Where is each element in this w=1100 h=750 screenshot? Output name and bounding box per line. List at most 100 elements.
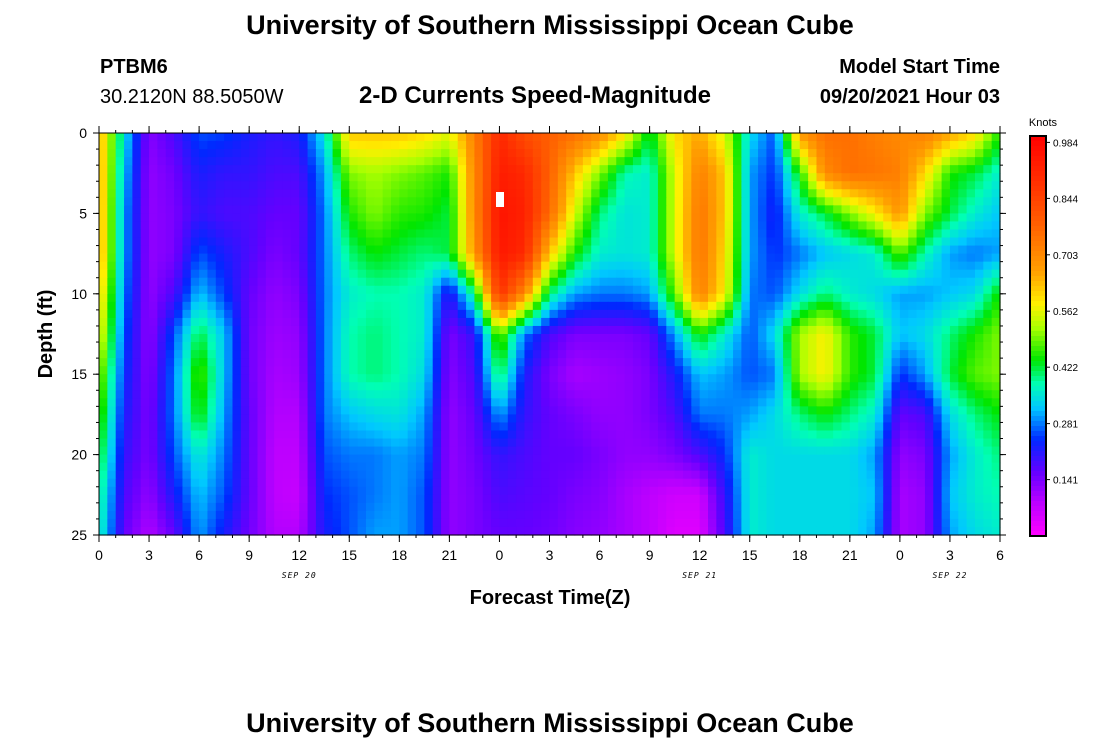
heatmap-cell <box>257 454 267 464</box>
heatmap-cell <box>290 133 300 142</box>
heatmap-cell <box>991 197 1001 206</box>
heatmap-cell <box>599 438 609 448</box>
heatmap-cell <box>507 446 517 456</box>
heatmap-cell <box>607 165 617 174</box>
heatmap-cell <box>991 221 1001 231</box>
heatmap-cell <box>674 165 684 174</box>
heatmap-cell <box>557 277 567 287</box>
heatmap-cell <box>332 470 342 480</box>
heatmap-cell <box>607 342 617 351</box>
heatmap-cell <box>315 253 325 263</box>
heatmap-cell <box>983 229 993 239</box>
heatmap-cell <box>724 350 734 359</box>
heatmap-cell <box>324 245 334 255</box>
heatmap-cell <box>741 221 751 231</box>
heatmap-cell <box>632 454 642 464</box>
heatmap-cell <box>766 350 776 359</box>
heatmap-cell <box>357 414 367 424</box>
heatmap-cell <box>124 301 133 311</box>
heatmap-cell <box>958 189 968 198</box>
heatmap-cell <box>115 133 125 142</box>
heatmap-cell <box>808 390 818 399</box>
heatmap-cell <box>758 261 767 271</box>
heatmap-cell <box>224 438 234 448</box>
heatmap-cell <box>808 478 818 488</box>
heatmap-cell <box>340 293 350 303</box>
heatmap-cell <box>824 197 834 206</box>
heatmap-cell <box>866 374 876 383</box>
heatmap-cell <box>791 366 801 375</box>
heatmap-cell <box>733 342 742 351</box>
heatmap-cell <box>174 269 184 279</box>
heatmap-cell <box>924 285 934 295</box>
heatmap-cell <box>624 462 634 472</box>
heatmap-cell <box>699 478 709 488</box>
heatmap-cell <box>708 478 717 488</box>
heatmap-cell <box>265 374 275 383</box>
heatmap-cell <box>599 342 609 351</box>
heatmap-cell <box>741 261 751 271</box>
heatmap-cell <box>641 374 651 383</box>
heatmap-cell <box>682 366 692 375</box>
heatmap-cell <box>874 470 884 480</box>
heatmap-cell <box>783 269 793 279</box>
heatmap-cell <box>716 454 726 464</box>
heatmap-cell <box>949 213 959 223</box>
heatmap-cell <box>424 277 434 287</box>
heatmap-cell <box>799 462 809 472</box>
heatmap-cell <box>699 325 709 335</box>
heatmap-cell <box>716 133 726 142</box>
heatmap-cell <box>816 430 826 440</box>
heatmap-cell <box>482 181 492 190</box>
heatmap-cell <box>682 382 692 391</box>
heatmap-cell <box>557 285 567 295</box>
heatmap-cell <box>958 390 968 399</box>
heatmap-cell <box>115 350 125 359</box>
heatmap-cell <box>466 342 476 351</box>
heatmap-cell <box>808 309 818 319</box>
heatmap-cell <box>708 342 717 351</box>
heatmap-cell <box>382 269 392 279</box>
heatmap-cell <box>482 430 492 440</box>
heatmap-cell <box>557 446 567 456</box>
heatmap-cell <box>983 350 993 359</box>
heatmap-cell <box>190 366 200 375</box>
heatmap-cell <box>332 213 342 223</box>
heatmap-cell <box>557 462 567 472</box>
heatmap-cell <box>274 301 284 311</box>
heatmap-cell <box>724 157 734 166</box>
heatmap-cell <box>666 325 676 335</box>
heatmap-cell <box>257 470 267 480</box>
heatmap-cell <box>607 173 617 182</box>
heatmap-cell <box>799 422 809 432</box>
heatmap-cell <box>524 245 534 255</box>
heatmap-cell <box>749 374 759 383</box>
heatmap-cell <box>833 325 843 335</box>
heatmap-cell <box>816 317 826 327</box>
heatmap-cell <box>399 486 409 496</box>
heatmap-cell <box>983 269 993 279</box>
heatmap-cell <box>858 245 868 255</box>
heatmap-cell <box>466 309 476 319</box>
heatmap-cell <box>691 334 701 343</box>
heatmap-cell <box>966 374 976 383</box>
heatmap-cell <box>149 181 158 190</box>
heatmap-cell <box>290 470 300 480</box>
heatmap-cell <box>799 205 809 214</box>
heatmap-cell <box>524 438 534 448</box>
heatmap-cell <box>290 438 300 448</box>
heatmap-cell <box>499 141 509 150</box>
heatmap-cell <box>682 277 692 287</box>
heatmap-cell <box>833 229 843 239</box>
heatmap-cell <box>349 181 359 190</box>
heatmap-cell <box>883 374 893 383</box>
heatmap-cell <box>299 334 309 343</box>
heatmap-cell <box>691 430 701 440</box>
heatmap-cell <box>916 334 926 343</box>
heatmap-cell <box>399 133 409 142</box>
heatmap-cell <box>315 133 325 142</box>
heatmap-cell <box>332 221 342 231</box>
heatmap-cell <box>274 422 284 432</box>
heatmap-cell <box>566 229 576 239</box>
heatmap-cell <box>174 398 184 407</box>
